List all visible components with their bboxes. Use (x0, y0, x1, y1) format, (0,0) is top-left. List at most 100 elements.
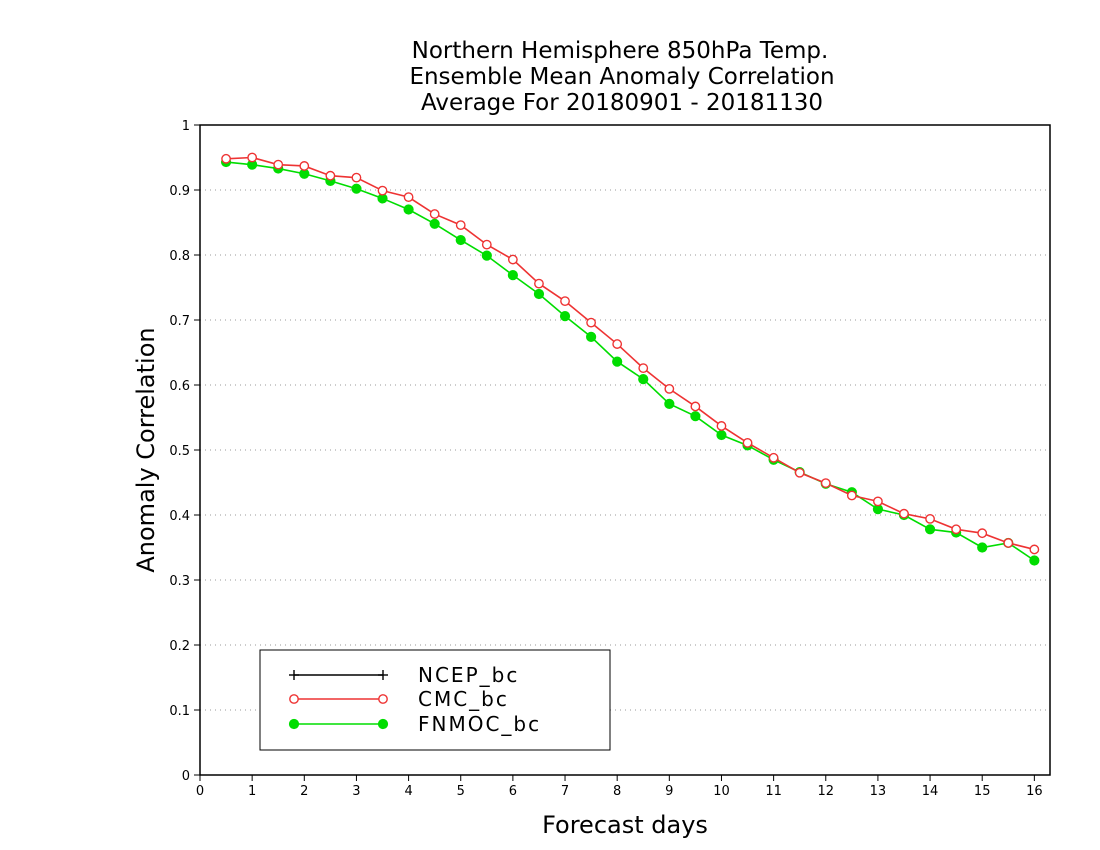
legend-box (259, 649, 611, 751)
x-axis-label: Forecast days (542, 811, 708, 839)
legend-label: NCEP_bc (418, 663, 519, 687)
data-point (873, 496, 883, 507)
y-axis-label: Anomaly Correlation (132, 327, 160, 572)
series-line (226, 156, 1035, 551)
data-point (289, 694, 299, 704)
data-point (1029, 544, 1040, 555)
y-tick-label: 0.3 (169, 574, 190, 589)
x-tick-label: 11 (765, 784, 782, 799)
legend-label: CMC_bc (418, 687, 509, 711)
data-point (289, 670, 299, 680)
data-point (378, 670, 388, 680)
data-point (664, 398, 675, 409)
data-point (247, 152, 258, 163)
series-fnmoc-bc (220, 156, 1040, 566)
data-point (481, 239, 492, 250)
x-tick-label: 7 (561, 784, 569, 799)
x-tick-label: 14 (922, 784, 939, 799)
data-point (1003, 538, 1014, 548)
data-point (377, 718, 389, 730)
data-point (612, 339, 623, 349)
data-point (455, 234, 466, 246)
series-cmc-bc (221, 152, 1040, 555)
data-point (288, 718, 300, 730)
y-tick-label: 0.8 (169, 249, 190, 264)
x-tick-label: 3 (352, 784, 360, 799)
data-point (820, 478, 831, 489)
data-point (742, 437, 753, 448)
data-point (924, 524, 936, 535)
legend-item: FNMOC_bc (288, 712, 541, 736)
y-tick-label: 0.4 (169, 509, 190, 524)
data-point (507, 254, 518, 265)
y-tick-label: 0.5 (169, 444, 190, 459)
data-point (351, 172, 362, 183)
data-point (846, 490, 857, 501)
x-tick-label: 6 (509, 784, 517, 799)
data-point (273, 159, 284, 170)
data-point (429, 209, 440, 219)
x-tick-label: 13 (870, 784, 887, 799)
x-tick-label: 5 (457, 784, 465, 799)
y-tick-label: 0.9 (169, 184, 190, 199)
data-series (220, 152, 1040, 566)
data-point (455, 220, 466, 231)
data-point (690, 401, 701, 412)
data-point (768, 452, 779, 463)
y-tick-label: 0 (182, 769, 190, 784)
x-tick-label: 9 (665, 784, 673, 799)
x-tick-label: 12 (817, 784, 834, 799)
data-point (533, 288, 545, 300)
y-tick-label: 0.7 (169, 314, 190, 329)
title-line-2: Ensemble Mean Anomaly Correlation (409, 64, 834, 90)
data-point (403, 192, 414, 203)
data-point (351, 183, 362, 194)
legend-item: CMC_bc (289, 687, 509, 711)
y-tick-label: 0.1 (169, 704, 190, 719)
y-tick-label: 1 (182, 119, 190, 134)
x-tick-label: 4 (404, 784, 412, 799)
chart-title: Northern Hemisphere 850hPa Temp. Ensembl… (409, 38, 834, 116)
data-point (716, 421, 727, 431)
title-line-3: Average For 20180901 - 20181130 (421, 90, 823, 116)
data-point (664, 383, 675, 394)
x-tick-label: 2 (300, 784, 308, 799)
x-tick-label: 15 (974, 784, 991, 799)
data-point (1029, 555, 1040, 566)
data-point (899, 508, 909, 519)
legend-item: NCEP_bc (289, 663, 519, 687)
data-point (951, 524, 962, 535)
data-point (638, 374, 649, 385)
data-point (378, 694, 388, 704)
data-point (299, 161, 310, 171)
x-axis: 0 1 2 3 4 5 6 7 8 9 10 11 12 13 14 15 16 (196, 775, 1043, 799)
y-axis: 0 0.1 0.2 0.3 0.4 0.5 0.6 0.7 0.8 0.9 1 (169, 119, 200, 784)
data-point (481, 250, 492, 261)
x-tick-label: 1 (248, 784, 256, 799)
x-tick-label: 16 (1026, 784, 1043, 799)
data-point (377, 185, 388, 196)
data-point (586, 331, 597, 342)
data-point (612, 356, 623, 367)
data-point (977, 528, 988, 539)
legend-label: FNMOC_bc (418, 712, 541, 736)
x-tick-label: 8 (613, 784, 621, 799)
data-point (716, 429, 727, 441)
data-point (925, 514, 935, 524)
data-point (794, 467, 805, 478)
data-point (560, 296, 570, 307)
y-tick-label: 0.2 (169, 639, 190, 654)
data-point (325, 170, 336, 181)
data-point (638, 363, 649, 373)
data-point (429, 218, 440, 229)
title-line-1: Northern Hemisphere 850hPa Temp. (412, 38, 829, 64)
data-point (559, 311, 571, 322)
data-point (534, 278, 544, 289)
x-tick-label: 0 (196, 784, 204, 799)
y-tick-label: 0.6 (169, 379, 190, 394)
gridlines (200, 189, 1050, 711)
data-point (507, 270, 518, 281)
x-tick-label: 10 (713, 784, 730, 799)
